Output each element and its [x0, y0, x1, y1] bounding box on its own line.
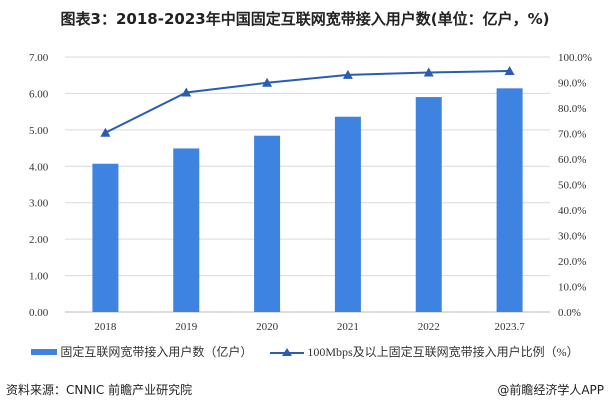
left-tick-label: 0.00 — [29, 307, 49, 319]
legend-item-bar: 固定互联网宽带接入用户数（亿户） — [31, 343, 252, 360]
right-tick-label: 0.0% — [558, 307, 581, 319]
right-tick-label: 90.0% — [558, 78, 586, 90]
x-tick-label: 2020 — [256, 321, 279, 333]
x-tick-label: 2021 — [337, 321, 359, 333]
legend-label: 固定互联网宽带接入用户数（亿户） — [60, 345, 253, 359]
x-tick-label: 2022 — [418, 321, 440, 333]
left-tick-label: 2.00 — [29, 234, 49, 246]
legend-item-line: 100Mbps及以上固定互联网宽带接入用户比例（%） — [270, 343, 579, 360]
right-tick-label: 70.0% — [558, 129, 586, 141]
line-marker — [181, 87, 192, 97]
right-tick-label: 30.0% — [558, 231, 586, 243]
right-tick-label: 80.0% — [558, 103, 586, 115]
left-tick-label: 3.00 — [29, 198, 49, 210]
bar — [173, 148, 200, 312]
chart-title: 图表3：2018-2023年中国固定互联网宽带接入用户数(单位：亿户，%) — [60, 10, 550, 28]
line-marker — [504, 66, 515, 76]
line-marker — [423, 67, 434, 77]
chart-svg: 0.00 1.00 2.00 3.00 4.00 5.00 6.00 7.00 0.0% 10.0… — [29, 52, 592, 333]
line-marker — [342, 69, 353, 79]
bar — [254, 135, 281, 312]
right-tick-label: 10.0% — [558, 282, 586, 294]
series-line — [104, 70, 510, 134]
brand-credit: @前瞻经济学人APP — [497, 383, 604, 397]
bar — [496, 88, 523, 312]
line-marker — [100, 127, 111, 137]
bar — [415, 97, 442, 312]
x-tick-label: 2023.7 — [494, 321, 525, 333]
x-tick-label: 2018 — [94, 321, 117, 333]
right-tick-label: 40.0% — [558, 205, 586, 217]
bar — [334, 116, 361, 312]
legend-line-swatch — [270, 347, 305, 356]
x-tick-label: 2019 — [175, 321, 198, 333]
source-note: 资料来源：CNNIC 前瞻产业研究院 — [6, 383, 193, 397]
left-tick-label: 5.00 — [29, 125, 49, 137]
bar — [92, 163, 119, 312]
left-tick-label: 1.00 — [29, 271, 49, 283]
right-tick-label: 20.0% — [558, 256, 586, 268]
legend-label: 100Mbps及以上固定互联网宽带接入用户比例（%） — [307, 345, 579, 359]
legend: 固定互联网宽带接入用户数（亿户） 100Mbps及以上固定互联网宽带接入用户比例… — [0, 343, 610, 360]
right-tick-label: 100.0% — [558, 52, 592, 64]
left-tick-label: 6.00 — [29, 88, 49, 100]
right-tick-label: 50.0% — [558, 180, 586, 192]
left-tick-label: 7.00 — [29, 52, 49, 64]
legend-bar-swatch — [31, 348, 58, 355]
line-marker — [262, 77, 273, 87]
right-tick-label: 60.0% — [558, 154, 586, 166]
left-tick-label: 4.00 — [29, 161, 49, 173]
